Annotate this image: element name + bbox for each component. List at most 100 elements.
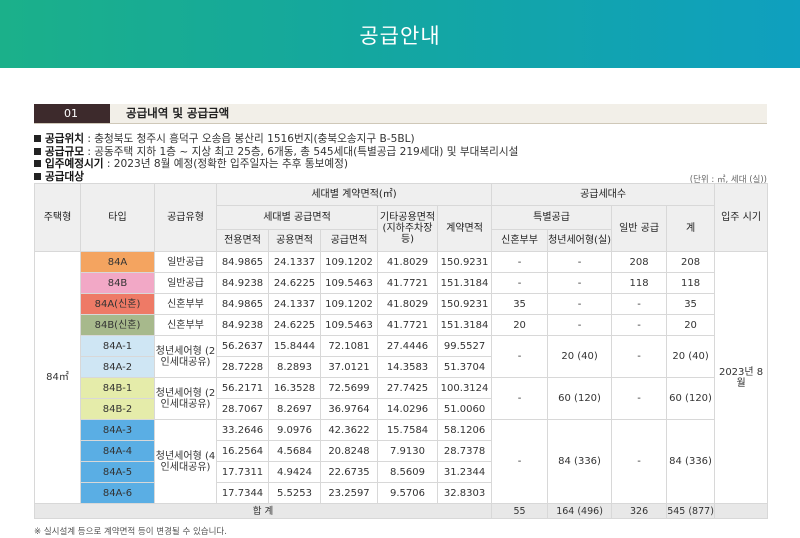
other-common-cell: 27.7425: [377, 377, 438, 399]
type-cell: 84A-5: [80, 461, 155, 483]
section-title: 공급내역 및 공급금액: [126, 106, 230, 120]
youth-cell: -: [547, 293, 613, 315]
general-cell: -: [611, 419, 668, 504]
totals-general: 326: [611, 503, 668, 519]
supply-area-cell: 22.6735: [320, 461, 378, 483]
private-area-cell: 84.9238: [216, 272, 269, 294]
contract-area-cell: 31.2344: [436, 461, 493, 483]
header-contract-area-group: 세대별 계약면적(㎡): [215, 183, 493, 206]
table-row: 84A-4 16.2564 4.5684 20.8248 7.9130 28.7…: [35, 440, 768, 462]
table-row: 84A-1 청년세어형 (2인세대공유) 56.2637 15.8444 72.…: [35, 335, 768, 378]
youth-cell: 84 (336): [547, 419, 613, 504]
other-common-cell: 41.8029: [377, 293, 438, 315]
newlywed-cell: -: [491, 419, 549, 504]
common-area-cell: 9.0976: [268, 419, 321, 441]
general-cell: -: [611, 335, 668, 378]
supply-area-cell: 109.5463: [320, 272, 378, 294]
common-area-cell: 4.9424: [268, 461, 321, 483]
supply-type-cell: 일반공급: [154, 272, 217, 294]
supply-area-cell: 72.5699: [320, 377, 378, 399]
supply-type-cell: 청년세어형 (4인세대공유): [154, 419, 217, 504]
header-private-area: 전용면적: [216, 229, 269, 252]
table-row: 84B-1 청년세어형 (2인세대공유) 56.2171 16.3528 72.…: [35, 377, 768, 420]
general-cell: -: [611, 314, 668, 336]
header-contract-area: 계약면적: [436, 205, 493, 252]
table-row: 84B(신혼) 신혼부부 84.9238 24.6225 109.5463 41…: [35, 314, 768, 336]
header-households-group: 공급세대수: [491, 183, 716, 206]
general-cell: -: [611, 293, 668, 315]
type-cell: 84B-1: [80, 377, 155, 399]
page-title: 공급안내: [359, 24, 441, 48]
contract-area-cell: 32.8303: [436, 482, 493, 504]
supply-table-body: 84㎡ 84A 일반공급 84.9865 24.1337 109.1202 41…: [34, 251, 769, 504]
header-housing-type: 주택형: [34, 183, 81, 252]
other-common-cell: 7.9130: [377, 440, 438, 462]
bullet-square-icon: [34, 135, 41, 142]
supply-area-cell: 109.5463: [320, 314, 378, 336]
totals-row: 합 계 55 164 (496) 326 545 (877): [33, 503, 769, 519]
other-common-cell: 8.5609: [377, 461, 438, 483]
private-area-cell: 84.9865: [216, 251, 269, 273]
private-area-cell: 56.2637: [216, 335, 269, 357]
supply-table: 주택형 타입 공급유형 세대별 계약면적(㎡) 공급세대수 입주 시기 세대별 …: [33, 183, 769, 519]
total-cell: 118: [666, 272, 716, 294]
supply-area-cell: 42.3622: [320, 419, 378, 441]
table-row: 84B 일반공급 84.9238 24.6225 109.5463 41.772…: [35, 272, 768, 294]
supply-type-cell: 청년세어형 (2인세대공유): [154, 377, 217, 420]
section-number: 01: [34, 104, 110, 123]
contract-area-cell: 58.1206: [436, 419, 493, 441]
header-supply-area: 공급면적: [320, 229, 378, 252]
total-cell: 60 (120): [666, 377, 716, 420]
total-cell: 84 (336): [666, 419, 716, 504]
type-cell: 84A-6: [80, 482, 155, 504]
other-common-cell: 14.3583: [377, 356, 438, 378]
youth-cell: -: [547, 272, 613, 294]
totals-total: 545 (877): [666, 503, 716, 519]
other-common-cell: 9.5706: [377, 482, 438, 504]
newlywed-cell: -: [491, 272, 549, 294]
table-row: 84A-2 28.7228 8.2893 37.0121 14.3583 51.…: [35, 356, 768, 378]
supply-type-cell: 일반공급: [154, 251, 217, 273]
common-area-cell: 8.2893: [268, 356, 321, 378]
type-cell: 84B(신혼): [80, 314, 155, 336]
newlywed-cell: -: [491, 377, 549, 420]
other-common-cell: 41.8029: [377, 251, 438, 273]
other-common-cell: 15.7584: [377, 419, 438, 441]
youth-cell: -: [547, 314, 613, 336]
newlywed-cell: 20: [491, 314, 549, 336]
other-common-cell: 41.7721: [377, 272, 438, 294]
private-area-cell: 56.2171: [216, 377, 269, 399]
other-common-cell: 41.7721: [377, 314, 438, 336]
common-area-cell: 5.5253: [268, 482, 321, 504]
info-item-scale: 공급규모 : 공동주택 지하 1층 ~ 지상 최고 25층, 6개동, 총 54…: [34, 146, 518, 159]
supply-area-cell: 109.1202: [320, 251, 378, 273]
newlywed-cell: -: [491, 335, 549, 378]
info-item-location: 공급위치 : 충청북도 청주시 흥덕구 오송읍 봉산리 1516번지(충북오송지…: [34, 133, 518, 146]
type-cell: 84B-2: [80, 398, 155, 420]
totals-label: 합 계: [33, 503, 493, 519]
type-cell: 84A-2: [80, 356, 155, 378]
table-row: 84A(신혼) 신혼부부 84.9865 24.1337 109.1202 41…: [35, 293, 768, 315]
unit-note: (단위 : ㎡, 세대 (실)): [689, 175, 767, 185]
supply-area-cell: 109.1202: [320, 293, 378, 315]
type-cell: 84A-3: [80, 419, 155, 441]
common-area-cell: 4.5684: [268, 440, 321, 462]
header-general: 일반 공급: [611, 205, 668, 252]
supply-type-cell: 신혼부부: [154, 314, 217, 336]
private-area-cell: 84.9238: [216, 314, 269, 336]
table-row: 84㎡ 84A 일반공급 84.9865 24.1337 109.1202 41…: [34, 251, 769, 504]
contract-area-cell: 100.3124: [436, 377, 493, 399]
type-cell: 84A-4: [80, 440, 155, 462]
contract-area-cell: 99.5527: [436, 335, 493, 357]
private-area-cell: 17.7344: [216, 482, 269, 504]
supply-type-cell: 신혼부부: [154, 293, 217, 315]
info-item-move-in: 입주예정시기 : 2023년 8월 예정(정확한 입주일자는 추후 통보예정): [34, 158, 518, 171]
common-area-cell: 24.1337: [268, 293, 321, 315]
general-cell: -: [611, 377, 668, 420]
contract-area-cell: 28.7378: [436, 440, 493, 462]
bullet-square-icon: [34, 172, 41, 180]
private-area-cell: 33.2646: [216, 419, 269, 441]
youth-cell: -: [547, 251, 613, 273]
header-move-in: 입주 시기: [714, 183, 769, 252]
header-special-group: 특별공급: [491, 205, 613, 230]
